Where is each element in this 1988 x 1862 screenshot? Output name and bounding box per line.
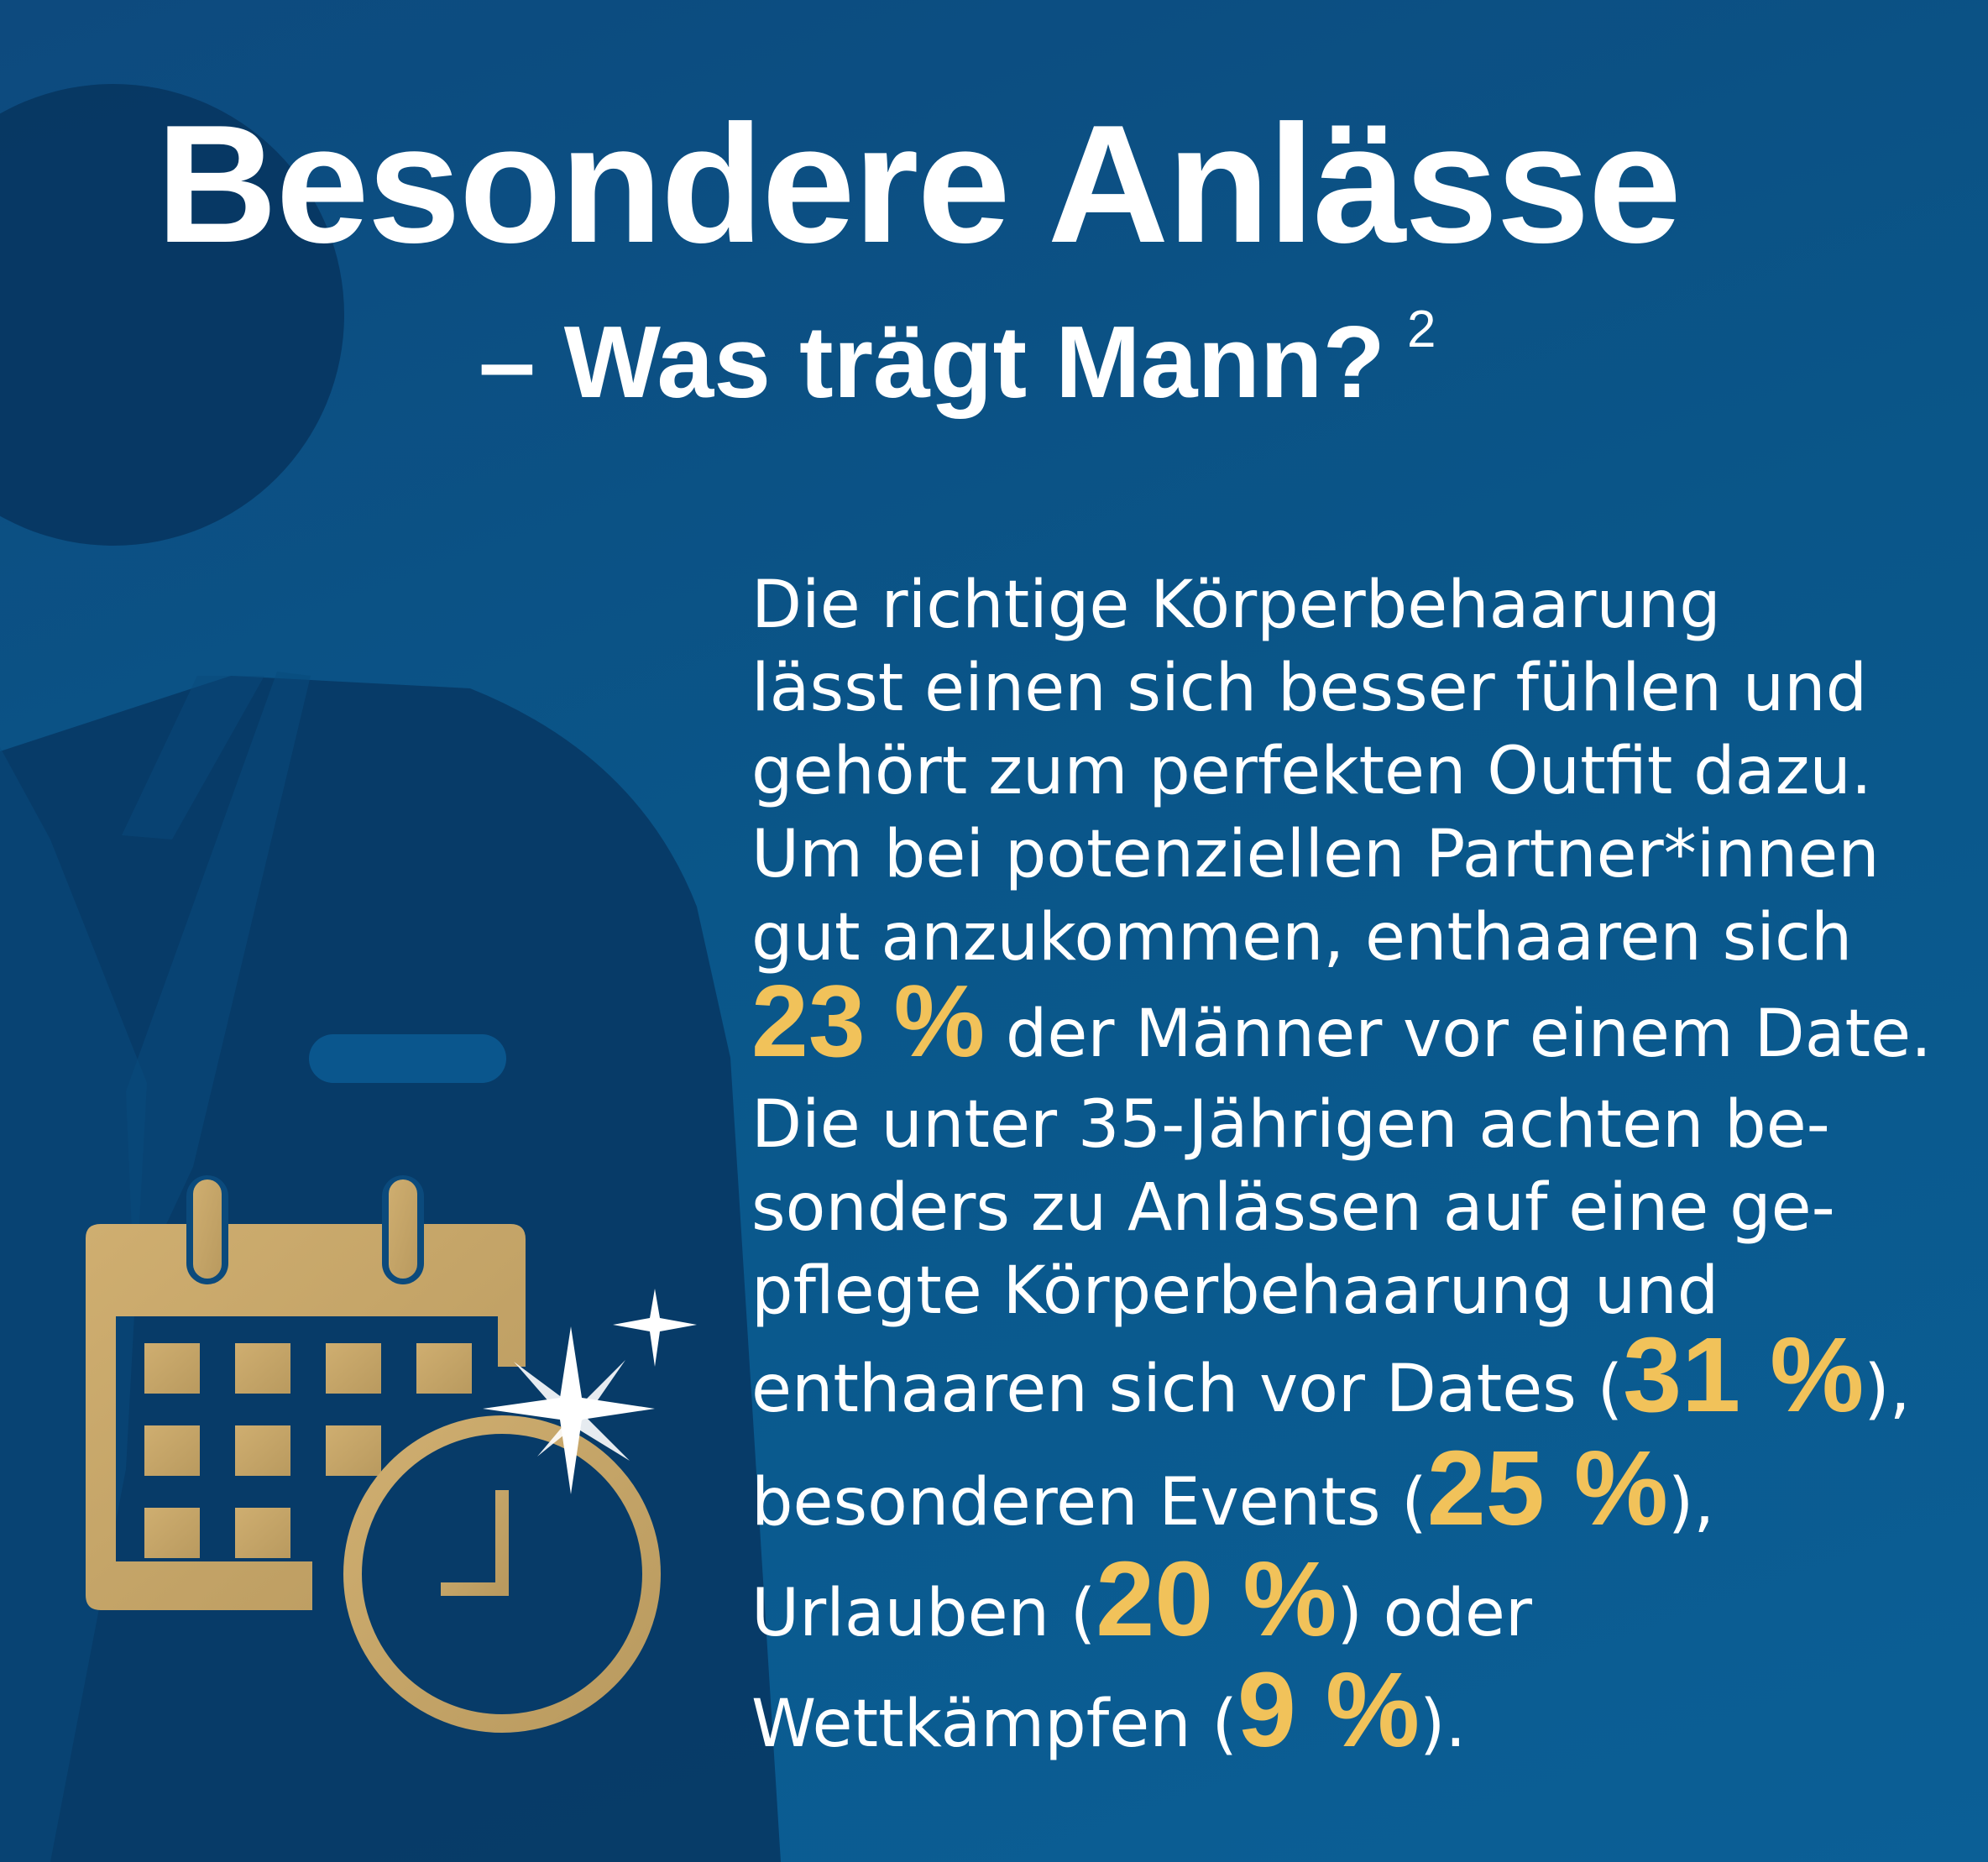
body-line: sonders zu Anlässen auf eine ge-	[751, 1170, 1835, 1246]
body-line-post: ).	[1420, 1687, 1467, 1762]
body-line: pflegte Körperbehaarung und	[751, 1253, 1719, 1329]
body-line-pre: Urlauben (	[751, 1576, 1096, 1651]
body-line: Um bei potenziellen Partner*innen	[751, 817, 1880, 892]
body-line: Urlauben (20 %) oder	[751, 1546, 1960, 1668]
body-line-rest: der Männer vor einem Date.	[985, 996, 1932, 1072]
stat-urlaub-20: 20 %	[1096, 1540, 1337, 1658]
footnote-ref: 2	[1407, 301, 1436, 358]
body-line: gehört zum perfekten Outfit dazu.	[751, 734, 1872, 809]
body-line-pre: enthaaren sich vor Dates (	[751, 1352, 1624, 1427]
body-line-post: ),	[1667, 1465, 1715, 1540]
page-subtitle: – Was trägt Mann? 2	[479, 304, 1436, 414]
silhouette-pocket	[309, 1034, 506, 1083]
silhouette-lapel-left	[0, 747, 147, 1862]
body-line: Wettkämpfen (9 %).	[751, 1657, 1960, 1779]
body-line: Die unter 35-Jährigen achten be-	[751, 1087, 1830, 1163]
body-line-post: ) oder	[1337, 1576, 1532, 1651]
body-line-pre: Wettkämpfen (	[751, 1687, 1237, 1762]
body-line: gut anzukommen, enthaaren sich	[751, 900, 1853, 975]
body-line-post: ),	[1864, 1352, 1911, 1427]
subtitle-text: – Was trägt Mann?	[479, 305, 1386, 419]
body-line-pre: besonderen Events (	[751, 1465, 1427, 1540]
body-line: lässt einen sich besser fühlen und	[751, 651, 1868, 726]
body-line: Die richtige Körperbehaarung	[751, 567, 1721, 643]
body-line: enthaaren sich vor Dates (31 %),	[751, 1322, 1960, 1446]
stat-date-23: 23 %	[751, 964, 986, 1078]
stat-events-25: 25 %	[1426, 1429, 1668, 1547]
stat-dates-31: 31 %	[1623, 1315, 1865, 1434]
silhouette-head	[0, 84, 344, 546]
silhouette-lapel-right	[126, 672, 311, 1293]
body-paragraph: Die richtige Körperbehaarung lässt einen…	[751, 564, 1960, 1779]
body-line: besonderen Events (25 %),	[751, 1436, 1960, 1557]
silhouette-collar	[122, 676, 264, 839]
page-title: Besondere Anlässe	[156, 91, 1682, 278]
stat-wettkampf-9: 9 %	[1237, 1650, 1420, 1769]
body-line: 23 % der Männer vor einem Date.	[751, 970, 1960, 1084]
